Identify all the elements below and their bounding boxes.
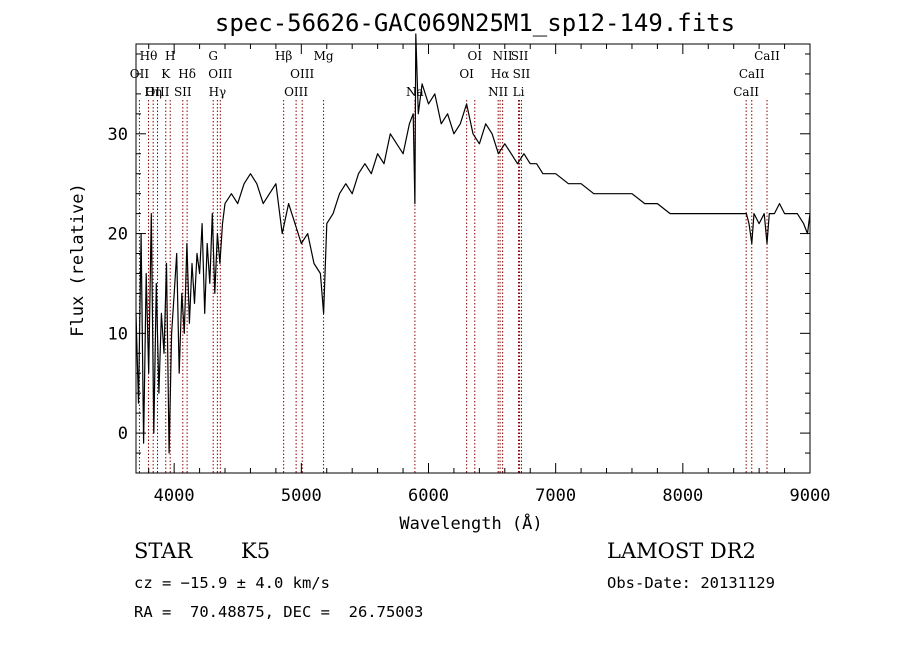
x-tick-label: 8000 <box>662 486 703 506</box>
y-tick-label: 30 <box>108 125 128 145</box>
line-label: Hα <box>491 67 510 81</box>
line-label: Hθ <box>140 49 158 63</box>
line-label: OI <box>467 49 482 63</box>
line-label: Na <box>406 85 424 99</box>
line-label: SII <box>513 67 531 81</box>
line-label: G <box>208 49 218 63</box>
x-tick-label: 4000 <box>154 486 195 506</box>
line-label: SII <box>511 49 529 63</box>
y-tick-label: 0 <box>118 424 128 444</box>
coordinates: RA = 70.48875, DEC = 26.75003 <box>134 603 424 621</box>
line-label: OIII <box>284 85 308 99</box>
tick-labels: 4000 5000 6000 7000 8000 9000 0 10 20 30 <box>108 125 831 506</box>
survey-name: LAMOST DR2 <box>607 539 756 563</box>
line-label: OIII <box>145 85 169 99</box>
line-label: OIII <box>208 67 232 81</box>
line-label: CaII <box>739 67 765 81</box>
line-label: NII <box>493 49 513 63</box>
x-tick-label: 6000 <box>408 486 449 506</box>
line-label: CaII <box>754 49 780 63</box>
line-label: NII <box>488 85 508 99</box>
line-label: CaII <box>733 85 759 99</box>
x-tick-label: 9000 <box>790 486 831 506</box>
spectrum-line <box>135 33 811 454</box>
x-axis-label: Wavelength (Å) <box>399 512 542 534</box>
axis-ticks <box>136 44 811 473</box>
line-label: K <box>161 67 171 81</box>
line-markers <box>138 100 768 473</box>
obs-date: Obs-Date: 20131129 <box>607 574 775 592</box>
object-class: STAR <box>134 539 193 563</box>
line-label: Li <box>513 85 525 99</box>
x-tick-label: 5000 <box>281 486 322 506</box>
line-label: SII <box>174 85 192 99</box>
line-label: OI <box>459 67 474 81</box>
object-subclass: K5 <box>241 539 271 563</box>
line-label: Hβ <box>275 49 292 63</box>
plot-frame <box>135 43 811 474</box>
line-label: Hγ <box>209 85 227 99</box>
x-tick-label: 7000 <box>535 486 576 506</box>
line-label: Hη <box>144 85 162 99</box>
line-label: Hδ <box>178 67 196 81</box>
y-axis-label: Flux (relative) <box>68 183 88 337</box>
line-label: OIII <box>290 67 314 81</box>
line-label: Mg <box>314 49 334 63</box>
chart-title: spec-56626-GAC069N25M1_sp12-149.fits <box>215 9 735 37</box>
line-label: H <box>165 49 175 63</box>
redshift-cz: cz = −15.9 ± 4.0 km/s <box>134 574 330 592</box>
y-tick-label: 10 <box>108 324 128 344</box>
y-tick-label: 20 <box>108 225 128 245</box>
